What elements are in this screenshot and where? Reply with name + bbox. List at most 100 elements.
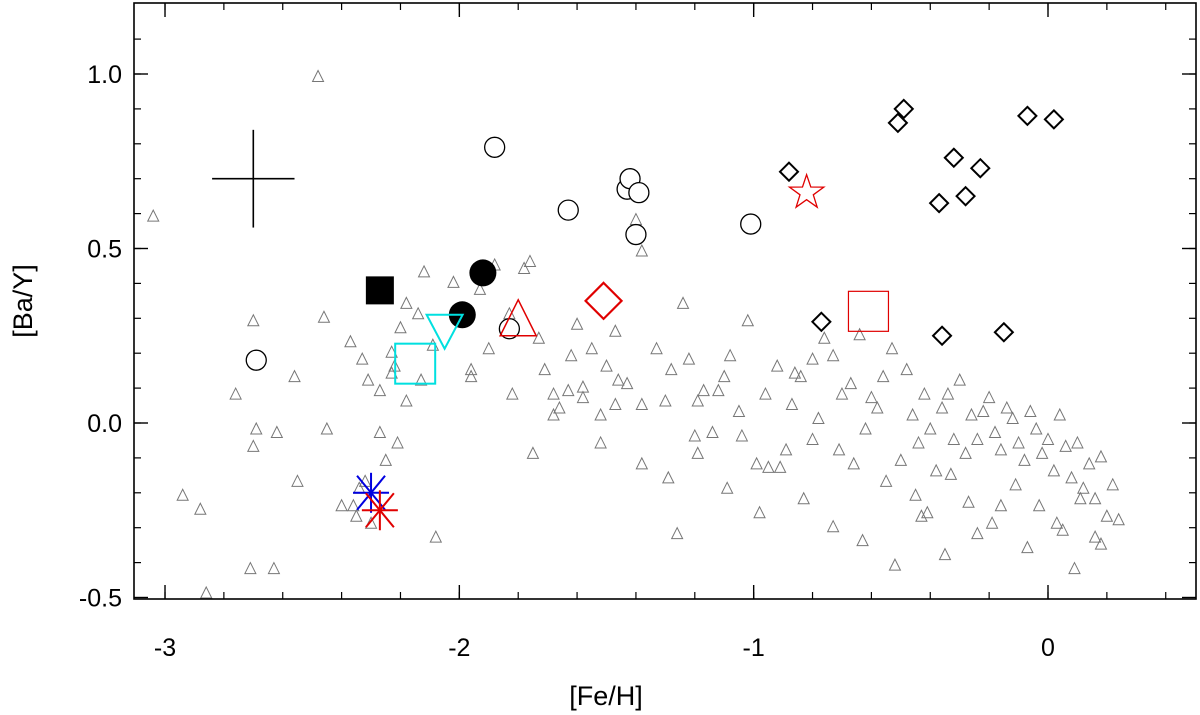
- literature-triangles-point: [553, 400, 566, 414]
- literature-triangles-point: [735, 428, 749, 442]
- literature-triangles-point: [635, 397, 649, 411]
- literature-triangles-point: [1006, 411, 1019, 425]
- literature-triangles-point: [629, 212, 643, 226]
- literature-triangles-point: [246, 439, 260, 452]
- plot-frame: [133, 2, 1197, 600]
- literature-triangles-point: [929, 463, 943, 477]
- literature-triangles-point: [1000, 400, 1014, 414]
- x-tick-label: -2: [448, 634, 470, 662]
- literature-triangles-point: [670, 526, 684, 540]
- literature-triangles-point: [1077, 481, 1090, 494]
- y-tick-label: 1.0: [87, 61, 122, 89]
- literature-triangles-point: [429, 530, 443, 543]
- literature-triangles-point: [570, 317, 584, 330]
- literature-triangles-point: [918, 386, 931, 400]
- literature-triangles-point: [947, 432, 961, 445]
- red-star-point: [787, 172, 826, 209]
- literature-triangles-point: [971, 432, 984, 445]
- literature-triangles-point: [1035, 446, 1049, 459]
- literature-triangles-point: [785, 397, 799, 411]
- literature-triangles-point: [482, 341, 496, 355]
- literature-triangles-point: [1088, 491, 1102, 505]
- literature-triangles-point: [826, 519, 840, 533]
- literature-triangles-point: [906, 407, 919, 421]
- literature-triangles-point: [1106, 477, 1120, 491]
- literature-triangles-point: [364, 516, 378, 529]
- literature-triangles-point: [676, 296, 690, 309]
- literature-triangles-point: [723, 348, 737, 362]
- literature-triangles-point: [344, 334, 357, 348]
- literature-triangles-point: [853, 327, 866, 341]
- literature-triangles-point: [773, 460, 787, 473]
- x-tick-label: -1: [743, 634, 765, 662]
- literature-triangles-point: [532, 331, 546, 344]
- literature-triangles-point: [691, 446, 705, 459]
- literature-triangles-point: [609, 397, 622, 411]
- literature-triangles-point: [859, 421, 872, 435]
- literature-triangles-point: [361, 373, 375, 386]
- open-diamonds-point: [969, 157, 991, 179]
- literature-triangles-point: [806, 352, 819, 365]
- y-tick-label: 0.5: [87, 236, 122, 264]
- filled-circles-point: [469, 259, 497, 287]
- literature-triangles-point: [414, 373, 428, 386]
- error-bar-cross: [212, 129, 295, 228]
- open-circles-point: [625, 223, 647, 246]
- literature-triangles-point: [982, 390, 996, 404]
- filled-square-point: [365, 276, 394, 305]
- literature-triangles-point: [561, 383, 575, 397]
- literature-triangles-point: [447, 275, 460, 288]
- literature-triangles-point: [976, 404, 990, 418]
- literature-triangles-point: [712, 383, 725, 397]
- literature-triangles-point: [988, 425, 1002, 438]
- literature-triangles-point: [347, 498, 360, 512]
- axis-ticks: -3 -2 -1 0 -0.5 0.0 0.5 1.0: [79, 3, 1196, 662]
- literature-triangles-point: [879, 474, 893, 487]
- literature-triangles-point: [844, 376, 858, 390]
- literature-triangles-point: [506, 386, 519, 400]
- literature-triangles-point: [320, 421, 334, 435]
- literature-triangles-point: [473, 282, 487, 295]
- literature-triangles-point: [818, 331, 831, 344]
- red-square-point: [847, 290, 890, 332]
- literature-triangles-point: [391, 435, 404, 449]
- literature-triangles-point: [600, 359, 613, 372]
- literature-triangles-point: [517, 261, 531, 274]
- literature-triangles-point: [611, 373, 625, 386]
- literature-triangles-point: [664, 362, 678, 376]
- literature-triangles-point: [894, 453, 908, 466]
- literature-triangles-point: [635, 243, 649, 257]
- literature-triangles-point: [1068, 561, 1081, 575]
- literature-triangles-point: [688, 428, 702, 442]
- literature-triangles-point: [194, 502, 207, 515]
- literature-triangles-point: [697, 383, 710, 397]
- literature-triangles-point: [770, 359, 784, 372]
- literature-triangles-point: [971, 526, 984, 540]
- literature-triangles-point: [941, 386, 955, 400]
- literature-triangles-point: [965, 407, 978, 421]
- literature-triangles-point: [912, 435, 925, 449]
- literature-triangles-point: [885, 341, 899, 355]
- literature-triangles-point: [576, 379, 590, 393]
- literature-triangles-point: [753, 505, 766, 519]
- open-circles-point: [740, 213, 762, 235]
- literature-triangles-point: [938, 547, 952, 561]
- literature-triangles-point: [1024, 404, 1037, 418]
- literature-triangles-point: [788, 366, 802, 379]
- literature-triangles-point: [923, 421, 937, 435]
- literature-triangles-point: [691, 393, 705, 407]
- literature-triangles-point: [199, 585, 213, 599]
- cyan-square-point: [394, 342, 437, 385]
- literature-triangles-point: [1032, 498, 1046, 512]
- literature-triangles-point: [417, 264, 431, 278]
- literature-triangles-point: [1053, 407, 1067, 421]
- x-tick-label: 0: [1041, 634, 1055, 662]
- open-diamonds-point: [893, 98, 915, 120]
- literature-triangles-point: [994, 498, 1008, 512]
- literature-triangles-point: [311, 69, 325, 82]
- literature-triangles-point: [564, 348, 578, 362]
- literature-triangles-point: [635, 456, 649, 470]
- literature-triangles-point: [538, 362, 552, 376]
- literature-triangles-point: [1009, 477, 1022, 491]
- literature-triangles-point: [620, 376, 634, 390]
